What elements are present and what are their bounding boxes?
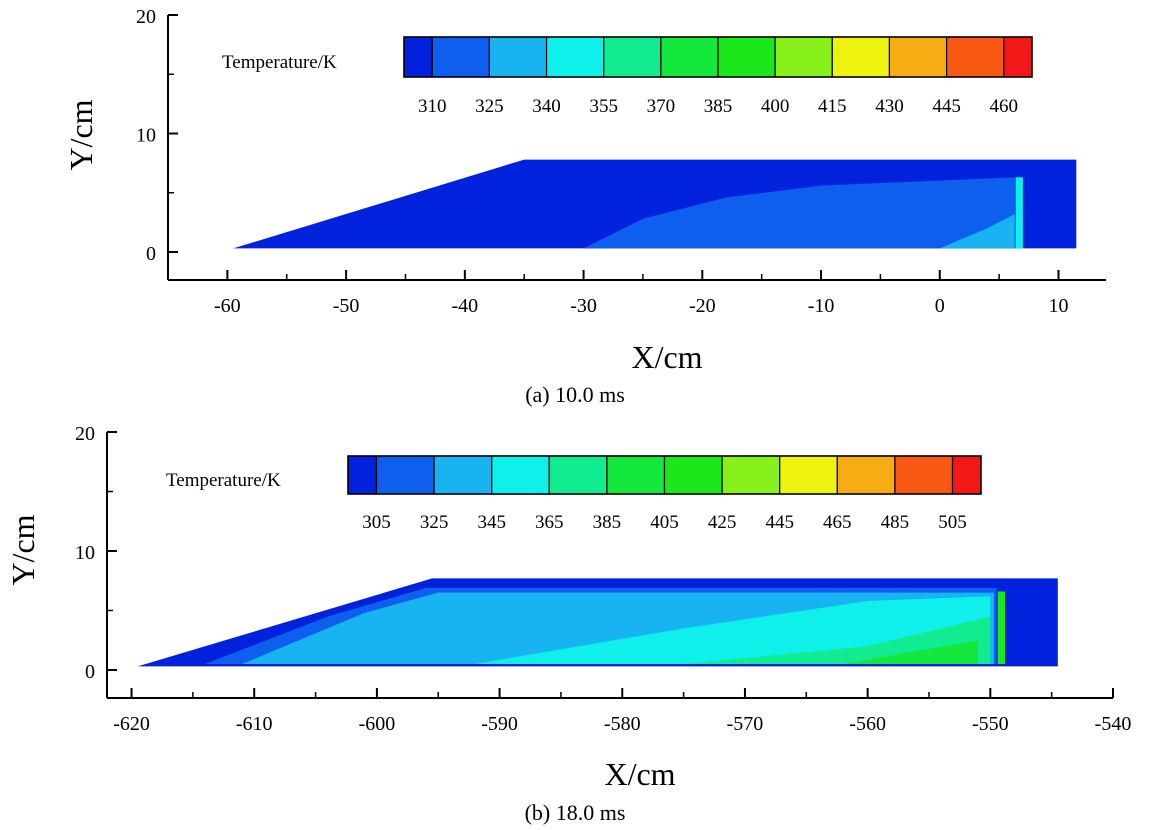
- x-tick-label: -40: [451, 295, 478, 317]
- colorbar-tick-label: 400: [761, 96, 790, 117]
- x-tick-label: -20: [689, 295, 716, 317]
- x-tick-label: -60: [214, 295, 241, 317]
- y-tick-label: 0: [85, 661, 95, 683]
- x-tick-label: -600: [359, 713, 396, 735]
- colorbar-swatch: [779, 455, 838, 495]
- colorbar-swatch: [491, 455, 550, 495]
- colorbar-tick-label: 365: [535, 512, 564, 533]
- temperature-region-340: [939, 214, 1015, 249]
- colorbar-swatch: [717, 36, 776, 78]
- colorbar-tick-label: 505: [938, 512, 967, 533]
- colorbar-tick-label: 305: [362, 512, 391, 533]
- colorbar-tick-label: 325: [475, 96, 504, 117]
- x-tick-label: -30: [570, 295, 597, 317]
- colorbar-swatch: [774, 36, 833, 78]
- colorbar-swatch: [548, 455, 608, 495]
- y-tick-label: 0: [146, 243, 156, 265]
- x-tick-label: -540: [1095, 713, 1132, 735]
- colorbar-tick-label: 325: [420, 512, 449, 533]
- x-tick-label: -560: [849, 713, 886, 735]
- x-tick-label: -580: [604, 713, 641, 735]
- colorbar-tick-label: 460: [989, 96, 1018, 117]
- colorbar-tick-label: 430: [875, 96, 904, 117]
- x-tick-label: -610: [236, 713, 273, 735]
- panel-b: -620 -610 -600 -590 -580 -570 -560 -550 -540 0 10 2…: [5, 423, 1131, 825]
- colorbar-tick-label: 415: [818, 96, 847, 117]
- colorbar-frame: [403, 36, 1033, 78]
- colorbar-swatch: [951, 455, 982, 495]
- colorbar-swatch: [721, 455, 781, 495]
- colorbar-swatch: [347, 455, 378, 495]
- colorbar-swatch: [375, 455, 435, 495]
- colorbar-tick-label: 370: [647, 96, 676, 117]
- colorbar-swatch: [606, 455, 666, 495]
- colorbar-swatch: [836, 455, 896, 495]
- colorbar-swatch: [894, 455, 954, 495]
- colorbar-tick-label: 465: [823, 512, 852, 533]
- colorbar-swatch: [603, 36, 662, 78]
- colorbar-title: Temperature/K: [166, 470, 281, 491]
- colorbar-swatch: [431, 36, 491, 78]
- temperature-region-405: [843, 640, 978, 664]
- colorbar-tick-label: 310: [418, 96, 447, 117]
- x-axis-label: X/cm: [604, 756, 675, 792]
- y-tick-label: 10: [75, 542, 95, 564]
- x-tick-label: -570: [727, 713, 764, 735]
- y-tick-label: 20: [75, 423, 95, 445]
- colorbar-swatch: [660, 36, 719, 78]
- colorbar-swatch: [663, 455, 723, 495]
- x-tick-label: -620: [113, 713, 150, 735]
- x-tick-label: 0: [935, 295, 945, 317]
- x-tick-label: 10: [1049, 295, 1069, 317]
- colorbar-tick-label: 355: [589, 96, 618, 117]
- colorbar-tick-label: 445: [932, 96, 961, 117]
- colorbar-tick-label: 385: [593, 512, 622, 533]
- colorbar-title: Temperature/K: [222, 52, 337, 73]
- y-axis-label: Y/cm: [5, 514, 41, 585]
- colorbar-tick-label: 385: [704, 96, 733, 117]
- colorbar-tick-label: 485: [881, 512, 910, 533]
- colorbar-swatch: [1003, 36, 1033, 78]
- colorbar-swatch: [545, 36, 605, 78]
- panel-a: -60 -50 -40 -30 -20 -10 0 10 0 10 20 X/cm Y/cm (a) 10…: [63, 6, 1106, 407]
- colorbar-swatch: [403, 36, 433, 78]
- colorbar-tick-label: 425: [708, 512, 737, 533]
- colorbar-tick-label: 445: [765, 512, 794, 533]
- x-axis-label: X/cm: [631, 339, 702, 375]
- colorbar-swatch: [888, 36, 948, 78]
- x-tick-label: -10: [808, 295, 835, 317]
- colorbar-tick-label: 405: [650, 512, 679, 533]
- colorbar-tick-label: 345: [477, 512, 506, 533]
- colorbar-swatch: [945, 36, 1005, 78]
- colorbar-swatch: [488, 36, 548, 78]
- x-tick-label: -550: [972, 713, 1009, 735]
- temperature-region-355: [1015, 177, 1023, 249]
- temperature-region-425: [997, 591, 1005, 664]
- y-axis-label: Y/cm: [63, 99, 99, 170]
- temperature-region-325: [583, 177, 1017, 249]
- colorbar-swatch: [433, 455, 493, 495]
- colorbar-frame: [347, 455, 982, 495]
- colorbar-tick-label: 340: [532, 96, 561, 117]
- colorbar-swatch: [831, 36, 891, 78]
- panel-caption: (a) 10.0 ms: [525, 382, 625, 407]
- y-tick-label: 20: [136, 6, 156, 28]
- x-tick-label: -50: [333, 295, 360, 317]
- x-tick-label: -590: [481, 713, 518, 735]
- panel-caption: (b) 18.0 ms: [525, 800, 626, 825]
- y-tick-label: 10: [136, 125, 156, 147]
